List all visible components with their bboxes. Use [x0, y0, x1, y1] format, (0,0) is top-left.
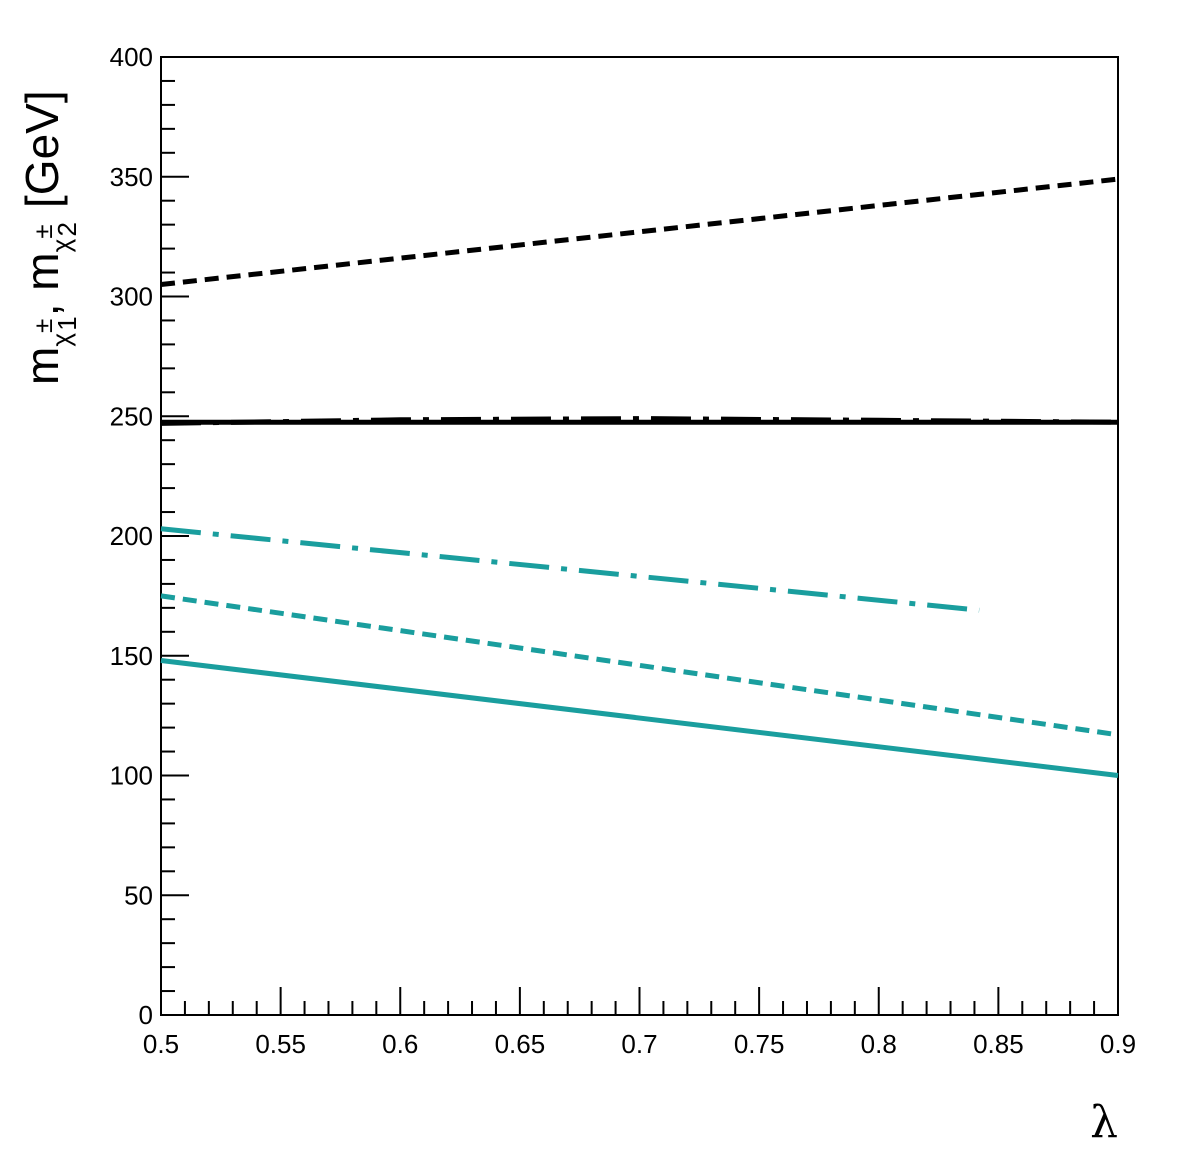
y-tick-label: 100 — [110, 761, 153, 791]
plot-frame — [160, 56, 1119, 1016]
y-tick-label: 250 — [110, 401, 153, 431]
y-tick-label: 400 — [110, 42, 153, 72]
tick-labels: 0.5 0.55 0.6 0.65 0.7 0.75 0.8 0.85 0.9 0 50 100 150… — [110, 42, 1136, 1059]
series-line-5 — [160, 416, 1119, 426]
x-tick-label: 0.9 — [1100, 1029, 1136, 1059]
series-line-3 — [160, 526, 980, 613]
series-line-1 — [160, 658, 1119, 778]
x-tick-label: 0.75 — [734, 1029, 785, 1059]
y-tick-label: 50 — [124, 880, 153, 910]
x-tick-label: 0.5 — [143, 1029, 179, 1059]
y-tick-label: 350 — [110, 162, 153, 192]
series-line-2 — [160, 593, 1119, 738]
x-tick-label: 0.6 — [382, 1029, 418, 1059]
x-tick-label: 0.8 — [861, 1029, 897, 1059]
series-layer — [160, 176, 1119, 778]
x-axis-title: λ — [1090, 1097, 1118, 1148]
y-tick-label: 150 — [110, 641, 153, 671]
series-line-6 — [160, 176, 1119, 287]
x-tick-label: 0.85 — [973, 1029, 1024, 1059]
y-tick-label: 300 — [110, 282, 153, 312]
y-axis-title: mχ±1, mχ±2[GeV] — [16, 90, 82, 385]
x-tick-label: 0.7 — [621, 1029, 657, 1059]
ticks-layer — [160, 56, 1119, 1016]
y-tick-label: 200 — [110, 521, 153, 551]
x-tick-label: 0.65 — [495, 1029, 546, 1059]
y-tick-label: 0 — [139, 1000, 153, 1030]
x-tick-label: 0.55 — [255, 1029, 306, 1059]
